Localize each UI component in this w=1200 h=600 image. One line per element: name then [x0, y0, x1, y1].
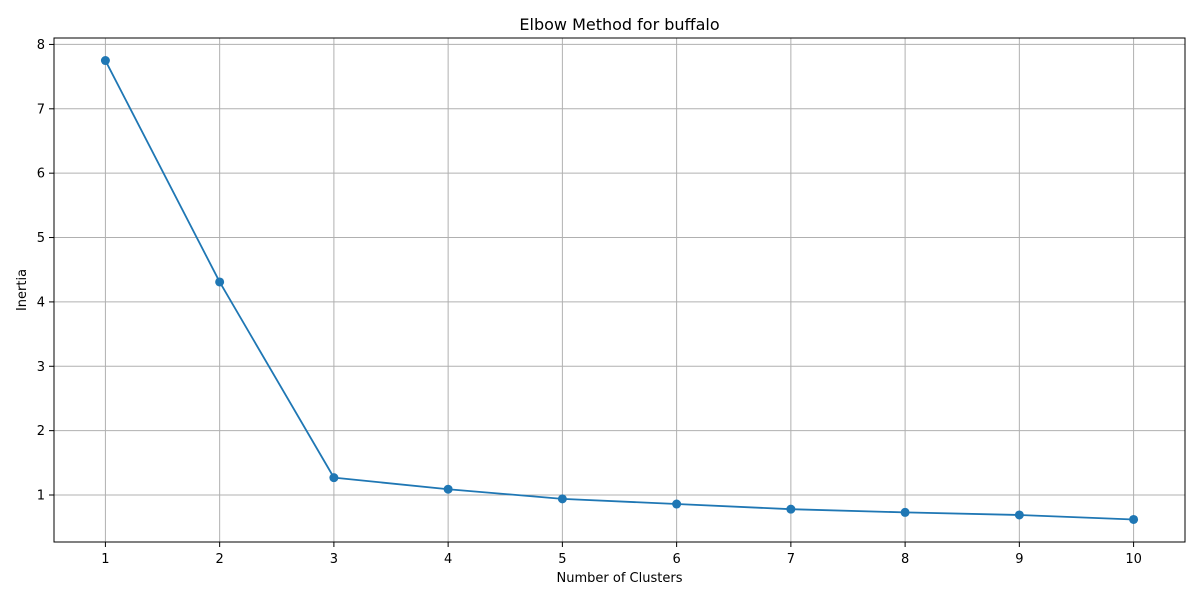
x-tick-label: 3 — [330, 552, 338, 567]
y-axis-title: Inertia — [15, 269, 30, 311]
x-tick-label: 2 — [216, 552, 224, 567]
data-point — [329, 473, 339, 483]
x-tick-label: 7 — [787, 552, 795, 567]
y-tick-label: 6 — [37, 167, 45, 182]
series-layer — [100, 56, 1139, 524]
data-point — [557, 494, 567, 504]
y-tick-label: 7 — [37, 102, 45, 117]
x-tick-label: 6 — [672, 552, 680, 567]
y-tick-label: 4 — [37, 295, 45, 310]
x-tick-label: 9 — [1015, 552, 1023, 567]
y-tick-label: 2 — [37, 424, 45, 439]
data-point — [786, 504, 796, 514]
grid-layer — [54, 38, 1185, 542]
y-tick-label: 5 — [37, 231, 45, 246]
data-point — [900, 507, 910, 517]
x-tick-label: 5 — [558, 552, 566, 567]
data-point — [443, 484, 453, 494]
x-axis-title: Number of Clusters — [557, 571, 683, 586]
x-tick-label: 10 — [1125, 552, 1142, 567]
series-line — [104, 60, 1134, 521]
data-point — [100, 56, 110, 66]
chart-title: Elbow Method for buffalo — [519, 15, 719, 34]
y-tick-label: 8 — [37, 38, 45, 53]
x-tick-label: 4 — [444, 552, 452, 567]
x-tick-label: 8 — [901, 552, 909, 567]
tick-layer: 1 2 3 4 5 6 7 8 9 10 1 2 3 4 5 6 7 8 — [37, 38, 1142, 567]
y-tick-label: 1 — [37, 489, 45, 504]
data-point — [215, 277, 225, 287]
x-tick-label: 1 — [101, 552, 109, 567]
y-tick-label: 3 — [37, 360, 45, 375]
data-point — [1014, 510, 1024, 520]
data-point — [1129, 514, 1139, 524]
data-point — [672, 499, 682, 509]
plot-frame — [53, 37, 1186, 543]
